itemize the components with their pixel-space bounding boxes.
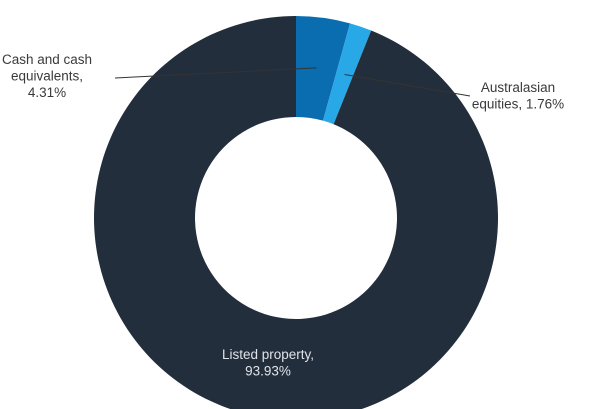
- labels-group: Cash and cash equivalents, 4.31% Australasi…: [2, 52, 564, 379]
- slice-label-cash-and-cash: Cash and cash equivalents, 4.31%: [2, 52, 92, 100]
- slice-listed-property: [94, 16, 498, 409]
- slice-label-line: 4.31%: [28, 85, 66, 100]
- slice-label-line: equivalents,: [11, 69, 83, 84]
- slice-label-line: Listed property,: [222, 347, 314, 362]
- slice-label-line: equities, 1.76%: [472, 97, 564, 112]
- slice-cash-and-cash: [296, 16, 351, 121]
- leader-line-cash-and-cash: [114, 67, 317, 79]
- slice-label-line: Australasian: [481, 80, 555, 95]
- slice-australasian: [323, 23, 372, 125]
- slice-label-line: Cash and cash: [2, 52, 92, 67]
- slices-group: [94, 16, 498, 409]
- slice-label-listed-property: Listed property, 93.93%: [222, 347, 314, 379]
- slice-label-line: 93.93%: [245, 364, 291, 379]
- leader-line-australasian: [344, 73, 471, 97]
- slice-label-australasian: Australasian equities, 1.76%: [472, 80, 564, 112]
- leader-lines-group: [114, 67, 471, 97]
